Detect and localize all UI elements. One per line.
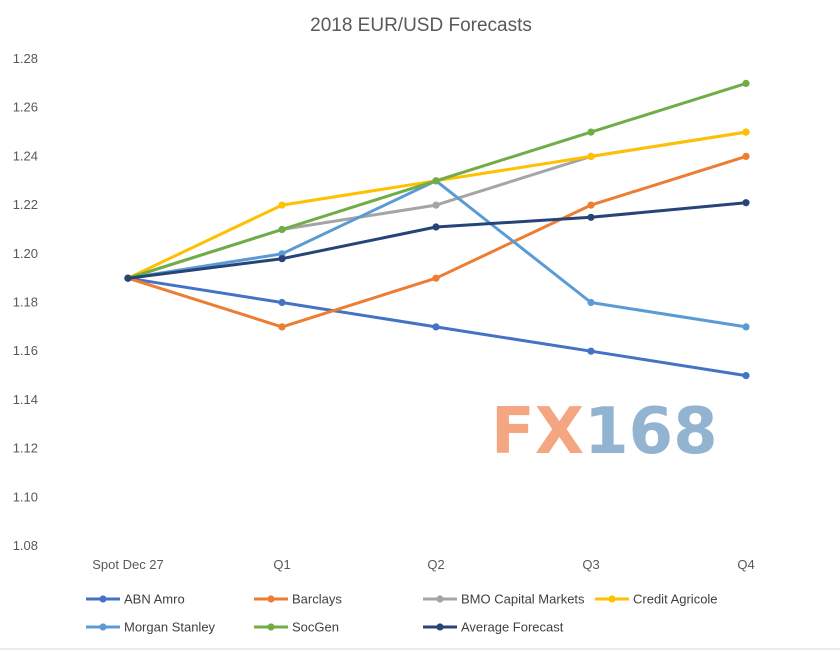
data-point <box>587 201 595 209</box>
data-point <box>278 323 286 331</box>
y-tick-label: 1.14 <box>13 392 38 407</box>
chart-title: 2018 EUR/USD Forecasts <box>310 15 532 36</box>
data-point <box>742 372 750 380</box>
legend: ABN Amro Barclays BMO Capital Markets Credi… <box>86 592 718 635</box>
legend-swatch-marker <box>99 595 107 603</box>
y-tick-label: 1.26 <box>13 100 38 115</box>
plot-area <box>124 79 750 380</box>
data-point <box>432 223 440 231</box>
data-point <box>742 323 750 331</box>
legend-label: Morgan Stanley <box>124 620 216 635</box>
legend-swatch-marker <box>267 595 275 603</box>
y-tick-label: 1.20 <box>13 246 38 261</box>
watermark-logo: FX168 <box>491 395 718 469</box>
legend-swatch-marker <box>99 623 107 631</box>
y-tick-label: 1.12 <box>13 441 38 456</box>
legend-swatch-marker <box>436 595 444 603</box>
legend-label: ABN Amro <box>124 592 185 607</box>
x-tick-label: Q3 <box>582 557 599 572</box>
legend-swatch-marker <box>608 595 616 603</box>
legend-swatch-marker <box>267 623 275 631</box>
legend-label: BMO Capital Markets <box>461 592 585 607</box>
data-point <box>587 128 595 136</box>
legend-item: Morgan Stanley <box>86 620 216 635</box>
x-tick-label: Q1 <box>273 557 290 572</box>
data-point <box>587 347 595 355</box>
x-tick-label: Q2 <box>427 557 444 572</box>
data-point <box>432 323 440 331</box>
y-tick-label: 1.10 <box>13 489 38 504</box>
data-point <box>587 213 595 221</box>
data-point <box>587 152 595 160</box>
data-point <box>742 79 750 87</box>
legend-label: Credit Agricole <box>633 592 718 607</box>
data-point <box>124 274 132 282</box>
y-tick-label: 1.22 <box>13 197 38 212</box>
y-tick-label: 1.24 <box>13 148 38 163</box>
legend-item: Credit Agricole <box>595 592 718 607</box>
data-point <box>278 298 286 307</box>
data-point <box>432 201 440 209</box>
legend-item: BMO Capital Markets <box>423 592 585 607</box>
legend-item: Average Forecast <box>423 620 564 635</box>
y-tick-label: 1.16 <box>13 343 38 358</box>
data-point <box>432 274 440 282</box>
y-axis: 1.08 1.10 1.12 1.14 1.16 1.18 1.20 1.22 1.24 1.26… <box>13 51 38 553</box>
data-point <box>742 128 750 136</box>
data-point <box>742 199 750 207</box>
legend-item: ABN Amro <box>86 592 185 607</box>
data-point <box>587 298 595 307</box>
y-tick-label: 1.28 <box>13 51 38 66</box>
data-point <box>278 225 286 234</box>
data-point <box>278 255 286 263</box>
data-point <box>742 152 750 160</box>
series-average-forecast <box>124 199 750 282</box>
legend-label: Average Forecast <box>461 620 564 635</box>
legend-item: SocGen <box>254 620 339 635</box>
series-bmo-capital-markets <box>124 128 750 282</box>
legend-swatch-marker <box>436 623 444 631</box>
legend-label: Barclays <box>292 592 342 607</box>
series-line-average-forecast <box>127 201 747 280</box>
data-point <box>432 177 440 185</box>
series-abn-amro <box>124 274 750 380</box>
legend-item: Barclays <box>254 592 342 607</box>
x-axis: Spot Dec 27 Q1 Q2 Q3 Q4 <box>92 557 754 572</box>
series-socgen <box>124 79 750 282</box>
y-tick-label: 1.18 <box>13 295 38 310</box>
watermark-fx: FX168 <box>491 395 718 469</box>
y-tick-label: 1.08 <box>13 538 38 553</box>
x-tick-label: Spot Dec 27 <box>92 557 164 572</box>
x-tick-label: Q4 <box>737 557 754 572</box>
data-point <box>278 201 286 209</box>
legend-label: SocGen <box>292 620 339 635</box>
